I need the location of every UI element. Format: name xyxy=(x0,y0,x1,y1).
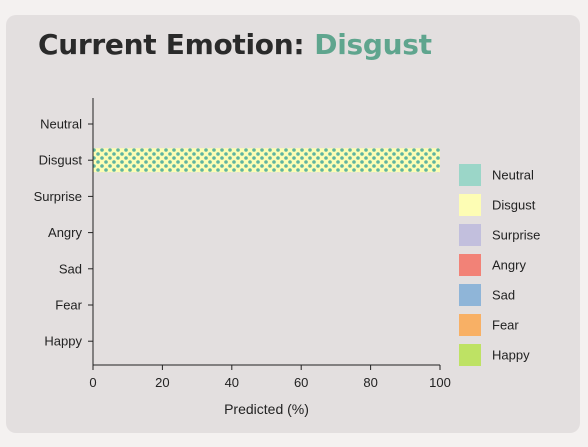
emotion-card xyxy=(6,15,580,433)
legend-label-fear: Fear xyxy=(492,318,519,333)
legend-label-sad: Sad xyxy=(492,288,515,303)
y-tick-label-fear: Fear xyxy=(55,298,82,313)
y-tick-label-sad: Sad xyxy=(59,261,82,276)
legend-swatch-fear xyxy=(459,314,481,336)
y-tick-label-angry: Angry xyxy=(48,225,82,240)
y-tick-label-neutral: Neutral xyxy=(40,117,82,132)
y-tick-label-happy: Happy xyxy=(44,334,82,349)
legend-swatch-surprise xyxy=(459,224,481,246)
legend-label-angry: Angry xyxy=(492,258,526,273)
legend-label-neutral: Neutral xyxy=(492,168,534,183)
x-tick-label-100: 100 xyxy=(429,375,451,390)
legend-swatch-disgust xyxy=(459,194,481,216)
x-tick-label-20: 20 xyxy=(155,375,169,390)
current-emotion-value: Disgust xyxy=(314,28,432,61)
x-tick-label-0: 0 xyxy=(89,375,96,390)
legend-label-surprise: Surprise xyxy=(492,228,540,243)
legend-swatch-happy xyxy=(459,344,481,366)
x-tick-label-60: 60 xyxy=(294,375,308,390)
x-axis-label: Predicted (%) xyxy=(224,401,309,417)
page-title: Current Emotion: Disgust xyxy=(38,28,432,61)
title-prefix: Current Emotion: xyxy=(38,28,305,61)
legend-label-happy: Happy xyxy=(492,348,530,363)
bar-disgust xyxy=(93,148,440,173)
legend-swatch-neutral xyxy=(459,164,481,186)
x-tick-label-40: 40 xyxy=(225,375,239,390)
x-tick-label-80: 80 xyxy=(363,375,377,390)
legend-swatch-angry xyxy=(459,254,481,276)
legend-swatch-sad xyxy=(459,284,481,306)
y-tick-label-disgust: Disgust xyxy=(39,153,83,168)
legend-label-disgust: Disgust xyxy=(492,198,536,213)
y-tick-label-surprise: Surprise xyxy=(34,189,82,204)
